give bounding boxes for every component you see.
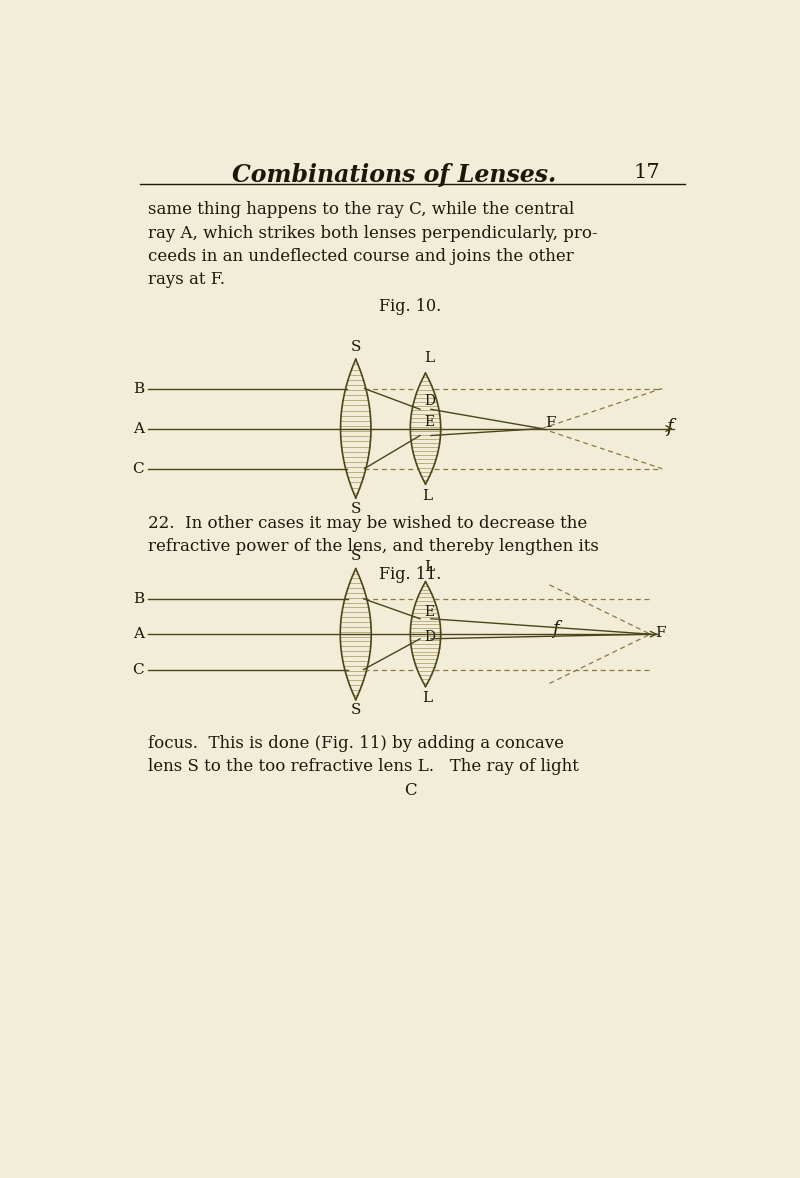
Text: ceeds in an undeflected course and joins the other: ceeds in an undeflected course and joins… <box>148 247 574 265</box>
Text: refractive power of the lens, and thereby lengthen its: refractive power of the lens, and thereb… <box>148 538 599 555</box>
Text: S: S <box>350 703 361 717</box>
Text: 22.  In other cases it may be wished to decrease the: 22. In other cases it may be wished to d… <box>148 515 587 531</box>
Text: Fig. 10.: Fig. 10. <box>379 298 441 315</box>
Text: S: S <box>350 549 361 563</box>
Text: f: f <box>552 620 558 637</box>
Text: Fig. 11.: Fig. 11. <box>379 565 441 583</box>
Text: 17: 17 <box>633 163 660 181</box>
Text: focus.  This is done (Fig. 11) by adding a concave: focus. This is done (Fig. 11) by adding … <box>148 735 564 752</box>
Polygon shape <box>340 569 371 700</box>
Text: C: C <box>133 662 144 676</box>
Text: same thing happens to the ray C, while the central: same thing happens to the ray C, while t… <box>148 201 574 218</box>
Text: E: E <box>424 416 434 430</box>
Text: rays at F.: rays at F. <box>148 271 225 287</box>
Text: D: D <box>424 393 435 408</box>
Polygon shape <box>341 359 371 498</box>
Text: E: E <box>424 604 434 618</box>
Text: B: B <box>133 591 144 605</box>
Text: C: C <box>133 462 144 476</box>
Text: L: L <box>424 351 434 365</box>
Text: F: F <box>655 626 666 640</box>
Text: F: F <box>546 416 556 430</box>
Text: f: f <box>666 418 673 436</box>
Polygon shape <box>410 373 441 484</box>
Text: C: C <box>404 782 416 799</box>
Text: A: A <box>133 422 144 436</box>
Text: B: B <box>133 382 144 396</box>
Text: A: A <box>133 627 144 641</box>
Text: lens S to the too refractive lens L.   The ray of light: lens S to the too refractive lens L. The… <box>148 759 579 775</box>
Text: S: S <box>350 340 361 353</box>
Text: L: L <box>422 489 432 503</box>
Text: D: D <box>424 630 435 644</box>
Text: ray A, which strikes both lenses perpendicularly, pro-: ray A, which strikes both lenses perpend… <box>148 225 598 241</box>
Text: S: S <box>350 502 361 516</box>
Polygon shape <box>410 582 441 687</box>
Text: L: L <box>424 560 434 574</box>
Text: Combinations of Lenses.: Combinations of Lenses. <box>232 163 557 187</box>
Text: L: L <box>422 691 432 706</box>
